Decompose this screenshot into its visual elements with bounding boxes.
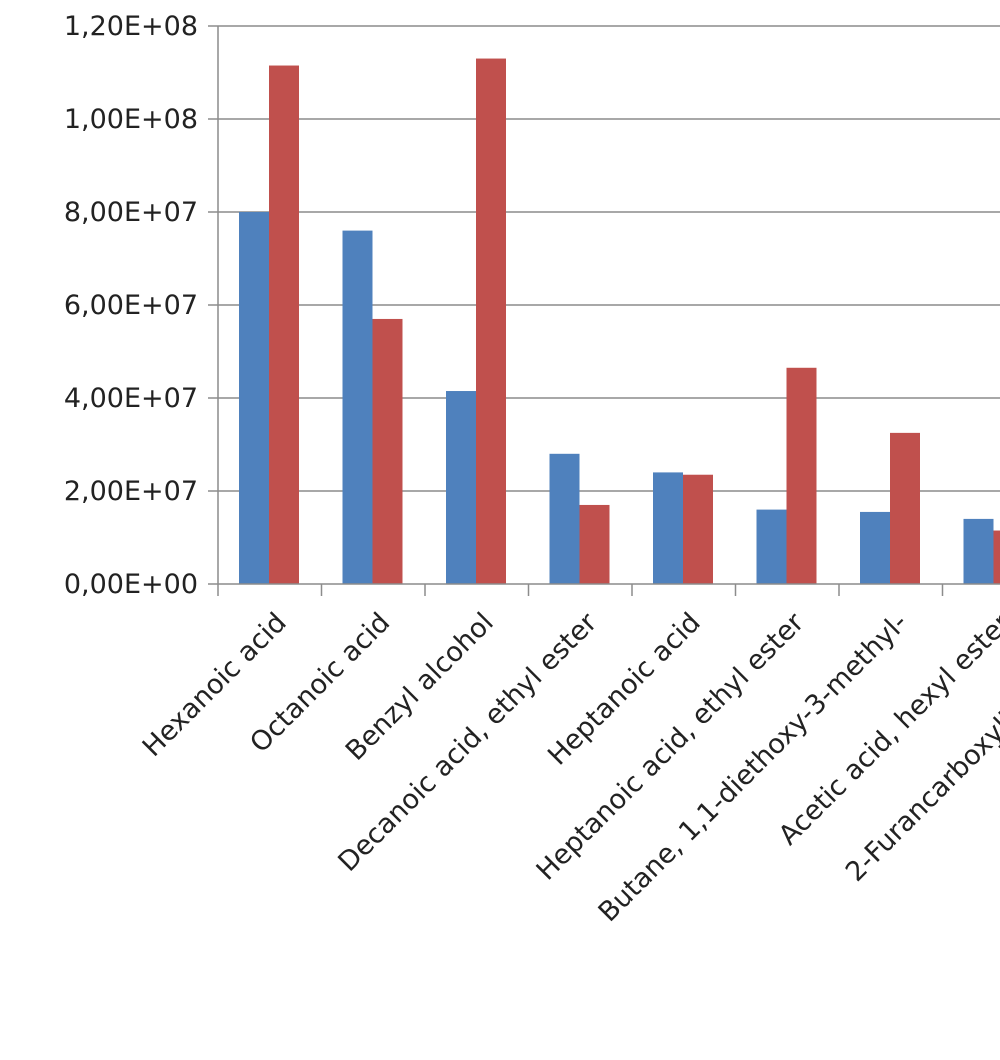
bar-series-1 xyxy=(963,518,994,584)
bar-series-1 xyxy=(756,509,787,584)
bar-series-1 xyxy=(549,453,580,584)
bar-series-2 xyxy=(890,432,920,584)
y-axis-tick-labels: 0,00E+00 2,00E+07 4,00E+07 6,00E+07 8,00E+07… xyxy=(64,11,198,600)
bar-series-2 xyxy=(993,530,1000,584)
bar-series-1 xyxy=(342,230,373,584)
bar-series-2 xyxy=(683,474,713,584)
bar-series-2 xyxy=(269,65,299,584)
bar-series-1 xyxy=(860,511,890,584)
y-tick-label: 4,00E+07 xyxy=(64,383,198,414)
bar-series-2 xyxy=(786,367,817,584)
bar-series-1 xyxy=(446,391,476,584)
y-tick-label: 1,20E+08 xyxy=(64,11,198,42)
grid-lines xyxy=(218,25,1000,492)
y-tick-label: 8,00E+07 xyxy=(64,197,198,228)
bar-series-2 xyxy=(476,58,506,585)
bar-series-2 xyxy=(372,318,403,584)
y-tick-label: 1,00E+08 xyxy=(64,104,198,135)
y-tick-label: 0,00E+00 xyxy=(64,569,198,600)
bars xyxy=(239,58,1000,585)
bar-series-1 xyxy=(239,212,269,584)
y-tick-label: 6,00E+07 xyxy=(64,290,198,321)
axes xyxy=(208,25,1000,596)
bar-series-1 xyxy=(653,472,683,584)
y-tick-label: 2,00E+07 xyxy=(64,476,198,507)
bar-series-2 xyxy=(579,504,610,584)
